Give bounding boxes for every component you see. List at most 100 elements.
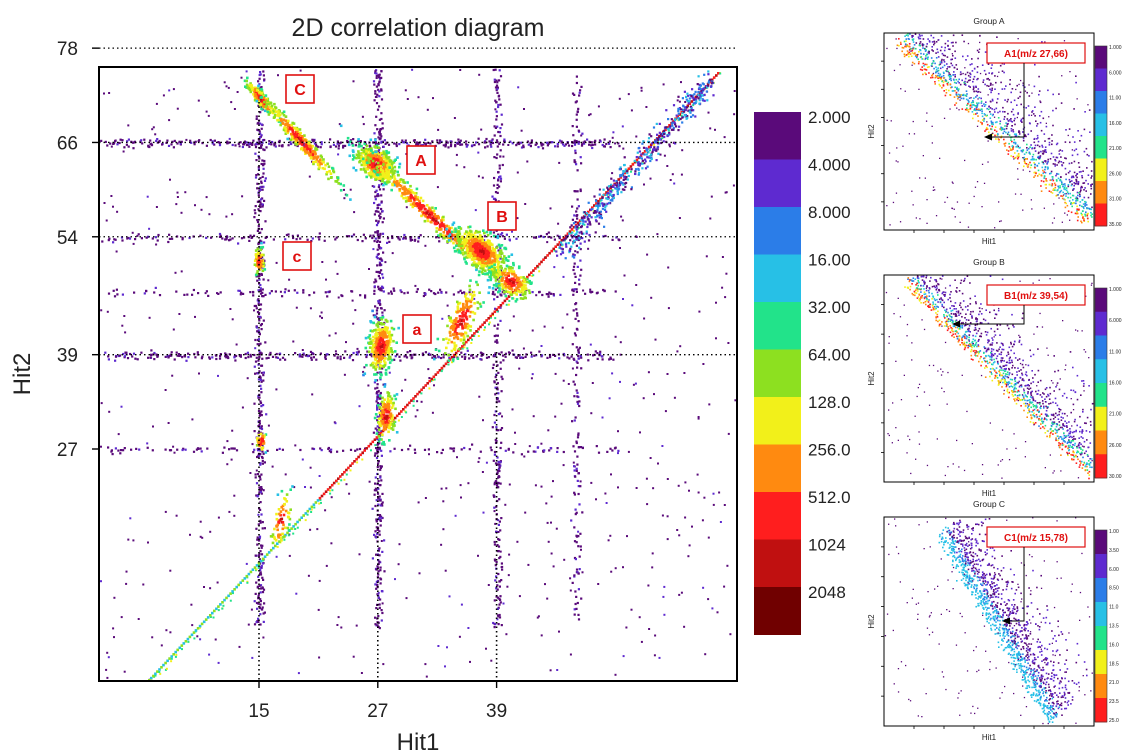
data-point — [284, 288, 287, 291]
data-point — [449, 231, 452, 234]
data-point — [257, 595, 260, 598]
data-point — [550, 552, 553, 555]
data-point — [241, 145, 244, 149]
data-point — [166, 355, 169, 358]
data-point — [380, 151, 383, 155]
data-point — [596, 291, 599, 294]
data-point — [223, 446, 226, 449]
data-point — [250, 142, 253, 146]
data-point — [647, 140, 650, 143]
data-point — [507, 303, 510, 306]
data-point — [501, 415, 503, 418]
data-point — [698, 83, 701, 86]
data-point — [447, 225, 450, 228]
data-point — [494, 393, 497, 396]
data-point — [573, 574, 576, 577]
data-point — [577, 472, 580, 475]
data-point — [237, 142, 240, 145]
data-point — [379, 468, 382, 471]
data-point — [257, 98, 260, 101]
data-point — [378, 366, 381, 369]
data-point — [335, 180, 339, 183]
data-point — [603, 203, 606, 206]
data-point — [183, 293, 186, 296]
data-point — [573, 139, 576, 142]
data-point — [491, 141, 495, 145]
data-point — [621, 219, 624, 222]
data-point — [686, 106, 689, 109]
data-point — [258, 584, 261, 588]
data-point — [487, 268, 490, 271]
data-point — [497, 171, 500, 174]
data-point — [381, 221, 384, 224]
data-point — [463, 166, 466, 169]
data-point — [655, 149, 658, 152]
data-point — [228, 239, 231, 242]
data-point — [428, 288, 431, 291]
data-point — [404, 89, 407, 92]
data-point — [495, 561, 498, 564]
data-point — [337, 144, 340, 147]
data-point — [386, 241, 389, 244]
data-point — [638, 163, 641, 166]
data-point — [315, 358, 318, 361]
data-point — [185, 359, 188, 362]
data-point — [349, 464, 352, 467]
data-point — [496, 341, 499, 344]
data-point — [493, 298, 496, 301]
data-point — [259, 550, 262, 553]
data-point — [376, 419, 379, 422]
data-point — [378, 603, 381, 606]
data-point — [184, 640, 188, 643]
data-point — [481, 176, 484, 179]
data-point — [576, 169, 579, 172]
data-point — [568, 357, 571, 360]
data-point — [259, 98, 263, 101]
data-point — [703, 73, 706, 76]
data-point — [579, 89, 582, 92]
data-point — [576, 214, 579, 217]
data-point — [687, 94, 690, 97]
data-point — [259, 132, 262, 135]
data-point — [249, 570, 253, 574]
data-point — [577, 140, 580, 143]
data-point — [240, 76, 243, 79]
data-point — [263, 78, 266, 81]
data-point — [679, 345, 682, 348]
data-point — [114, 359, 117, 362]
data-point — [274, 290, 277, 293]
data-point — [707, 73, 710, 76]
data-point — [578, 219, 582, 222]
data-point — [577, 446, 580, 449]
data-point — [290, 142, 293, 146]
data-point — [377, 625, 380, 628]
data-point — [257, 225, 260, 228]
data-point — [574, 221, 577, 224]
data-point — [138, 448, 141, 451]
data-point — [320, 501, 322, 504]
data-point — [168, 89, 171, 92]
data-point — [156, 355, 159, 358]
data-point — [496, 484, 499, 487]
data-point — [254, 338, 257, 342]
data-point — [482, 267, 485, 270]
data-point — [356, 448, 359, 451]
data-point — [376, 171, 380, 175]
data-point — [558, 357, 561, 360]
data-point — [631, 163, 635, 166]
data-point — [438, 240, 441, 243]
data-point — [353, 460, 356, 463]
data-point — [317, 608, 320, 611]
data-point — [235, 354, 238, 358]
data-point — [264, 293, 267, 296]
data-point — [712, 503, 715, 506]
data-point — [388, 163, 392, 166]
data-point — [376, 452, 379, 455]
data-point — [591, 290, 594, 293]
data-point — [370, 160, 373, 164]
data-point — [626, 535, 628, 538]
data-point — [566, 356, 569, 359]
data-point — [663, 613, 666, 616]
data-point — [221, 451, 224, 454]
data-point — [235, 585, 238, 589]
